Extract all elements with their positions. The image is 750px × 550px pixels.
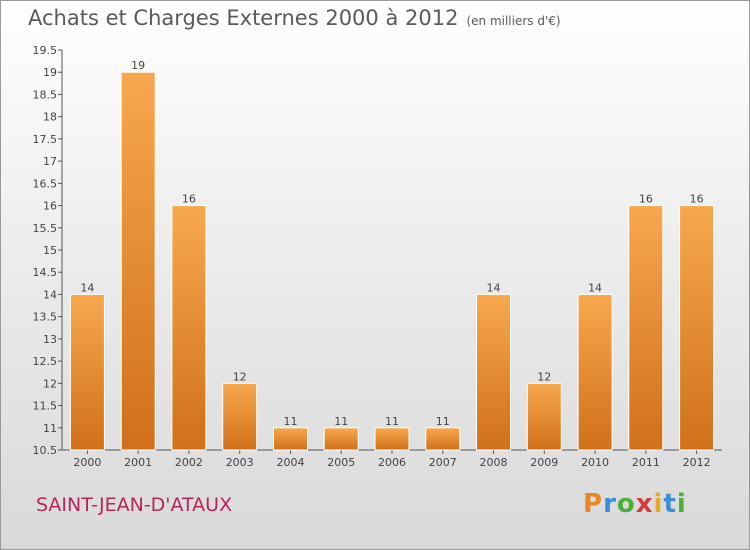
bar-2006 xyxy=(374,427,410,451)
y-tick-label: 16.5 xyxy=(33,177,58,190)
bar-value-label: 12 xyxy=(233,370,247,383)
logo-letter: P xyxy=(583,489,604,519)
bar-value-label: 12 xyxy=(537,370,551,383)
y-tick-label: 14.5 xyxy=(33,266,58,279)
chart-title: Achats et Charges Externes 2000 à 2012 (e… xyxy=(28,6,561,30)
y-tick-label: 15 xyxy=(43,244,57,257)
x-tick-label: 2006 xyxy=(378,456,406,469)
logo-letter: x xyxy=(635,489,654,519)
bar-2009 xyxy=(526,382,562,451)
y-tick-label: 13 xyxy=(43,333,57,346)
logo-letter: i xyxy=(676,489,687,519)
chart-title-text: Achats et Charges Externes 2000 à 2012 xyxy=(28,6,459,30)
x-tick-label: 2000 xyxy=(73,456,101,469)
proxiti-logo: Proxiti xyxy=(583,489,687,519)
x-tick-label: 2011 xyxy=(632,456,660,469)
x-tick-label: 2003 xyxy=(226,456,254,469)
bar-2005 xyxy=(323,427,359,451)
bar-value-label: 16 xyxy=(639,193,653,206)
bar-2004 xyxy=(273,427,308,451)
x-tick-label: 2012 xyxy=(683,456,711,469)
bar-value-label: 16 xyxy=(690,193,704,206)
y-tick-label: 10.5 xyxy=(33,444,58,457)
bar-2001 xyxy=(120,71,156,451)
x-tick-label: 2009 xyxy=(530,456,558,469)
x-tick-label: 2008 xyxy=(480,456,508,469)
x-tick-label: 2002 xyxy=(175,456,203,469)
x-tick-label: 2007 xyxy=(429,456,457,469)
x-tick-label: 2010 xyxy=(581,456,609,469)
y-tick-label: 18.5 xyxy=(33,88,58,101)
bar-2010 xyxy=(577,293,613,451)
x-tick-label: 2004 xyxy=(276,456,304,469)
y-tick-label: 18 xyxy=(43,111,57,124)
bar-value-label: 11 xyxy=(436,415,450,428)
bar-value-label: 19 xyxy=(131,59,145,72)
x-tick-label: 2005 xyxy=(327,456,355,469)
y-tick-label: 15.5 xyxy=(33,222,58,235)
bar-2003 xyxy=(222,382,258,451)
bar-value-label: 14 xyxy=(80,281,94,294)
bar-value-label: 14 xyxy=(487,281,501,294)
y-tick-label: 12 xyxy=(43,377,57,390)
bar-2000 xyxy=(69,293,105,451)
y-tick-label: 17 xyxy=(43,155,57,168)
chart-unit: (en milliers d'€) xyxy=(466,14,561,28)
y-tick-label: 11.5 xyxy=(33,400,58,413)
bar-value-label: 11 xyxy=(385,415,399,428)
bar-value-label: 14 xyxy=(588,281,602,294)
chart-bars: 14 19 16 12 11 11 11 11 14 12 14 16 16 xyxy=(69,59,715,451)
logo-letter: r xyxy=(603,489,617,519)
y-tick-label: 11 xyxy=(43,422,57,435)
x-tick-label: 2001 xyxy=(124,456,152,469)
bar-value-label: 11 xyxy=(283,415,297,428)
y-tick-label: 17.5 xyxy=(33,133,58,146)
y-tick-label: 12.5 xyxy=(33,355,58,368)
bar-2007 xyxy=(425,427,461,451)
y-tick-label: 14 xyxy=(43,288,57,301)
commune-name: SAINT-JEAN-D'ATAUX xyxy=(36,494,233,516)
bar-2011 xyxy=(628,205,664,451)
logo-letter: o xyxy=(616,489,636,519)
bar-2008 xyxy=(476,293,511,451)
y-tick-label: 19.5 xyxy=(33,44,58,57)
y-tick-label: 13.5 xyxy=(33,311,58,324)
y-tick-label: 19 xyxy=(43,66,57,79)
y-tick-label: 16 xyxy=(43,200,57,213)
bar-2002 xyxy=(171,205,207,451)
bar-2012 xyxy=(679,205,715,451)
bar-value-label: 11 xyxy=(334,415,348,428)
bar-value-label: 16 xyxy=(182,193,196,206)
logo-letter: i xyxy=(653,489,664,519)
logo-letter: t xyxy=(663,489,677,519)
